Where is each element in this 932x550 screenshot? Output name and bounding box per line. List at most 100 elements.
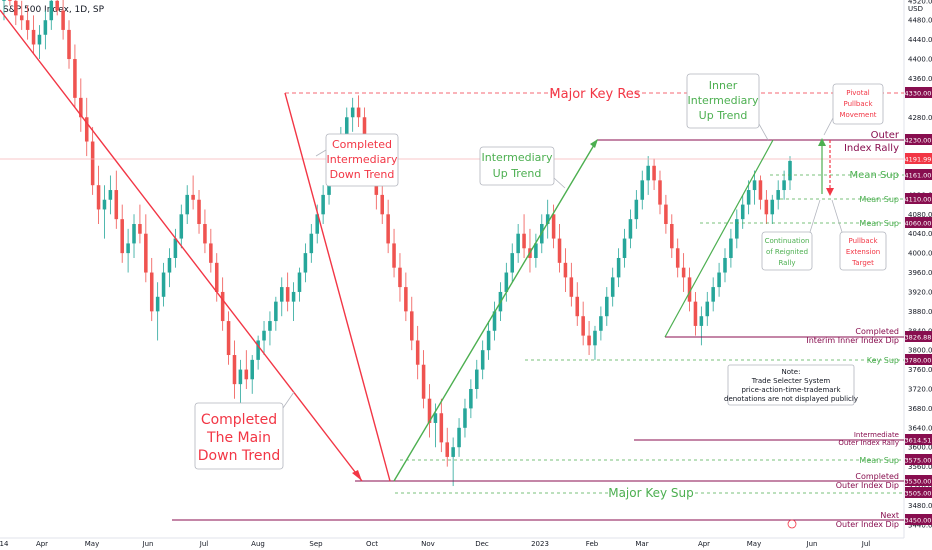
candle-body <box>664 204 668 225</box>
svg-text:Intermediary: Intermediary <box>482 151 553 164</box>
candle-body <box>344 117 349 137</box>
candle-body <box>504 272 509 292</box>
outer-rally-label: Outer Index Rally <box>838 439 899 447</box>
candle-body <box>605 296 609 317</box>
price-tick: 3600.00 <box>908 444 932 452</box>
candle-body <box>545 214 550 225</box>
inner-up-trendline <box>664 139 774 338</box>
key-sup-label: Key Sup <box>867 356 899 365</box>
major-key-res-label: Major Key Res <box>549 87 640 102</box>
candle-body <box>244 369 249 380</box>
candle-body <box>451 447 455 457</box>
candle-body <box>463 408 467 428</box>
candle-body <box>782 180 786 191</box>
candle-body <box>516 233 520 254</box>
interim-dip-label: Interim Inner Index Dip <box>806 336 899 345</box>
candle-body <box>735 219 739 239</box>
candle-body <box>173 238 178 258</box>
time-axis: 14 Apr May Jun Jul Aug Sep Oct Nov Dec 2023 Feb Mar A… <box>0 540 870 548</box>
event-marker-icon[interactable] <box>787 519 797 529</box>
svg-text:denotations are not displayed: denotations are not displayed publicly <box>724 395 858 403</box>
candle-body <box>492 311 497 331</box>
candle-body <box>90 141 95 186</box>
candle-body <box>238 369 243 385</box>
candle-body <box>699 316 704 326</box>
price-tag-4110: 4110.00 <box>905 196 932 204</box>
candle-body <box>138 224 142 234</box>
price-tick: 3480.00 <box>908 502 932 510</box>
candle-body <box>67 29 71 60</box>
candle-body <box>398 267 402 288</box>
time-tick: Oct <box>366 540 378 548</box>
candle-body <box>274 301 278 322</box>
candle-body <box>610 277 615 297</box>
candle-body <box>427 398 432 423</box>
candle-body <box>155 296 160 312</box>
price-tick: 3880.00 <box>908 308 932 316</box>
candle-body <box>581 316 585 336</box>
candle-body <box>675 248 680 268</box>
candle-body <box>297 272 302 292</box>
candle-body <box>226 321 231 356</box>
price-tag-3780: 3780.00 <box>905 357 932 365</box>
price-tick: 4080.00 <box>908 211 932 219</box>
candle-body <box>185 194 189 215</box>
note-box: Note: Trade Selecter System price-action… <box>724 364 858 406</box>
time-tick: May <box>747 540 761 548</box>
time-tick: 2023 <box>531 540 549 548</box>
price-tick: 3920.00 <box>908 288 932 296</box>
candle-body <box>102 199 107 210</box>
candle-body <box>575 296 580 317</box>
candle-body <box>480 350 485 370</box>
intermediary-down-trendline <box>284 92 391 482</box>
svg-text:of Reignited: of Reignited <box>766 248 808 256</box>
completed-label-2: Completed <box>855 472 899 481</box>
candle-body <box>149 272 154 312</box>
candle-body <box>693 301 698 326</box>
candle-body <box>475 369 479 389</box>
candle-body <box>711 287 715 302</box>
price-tags: 4330.00 4230.00 4191.99 4161.00 4110.00 … <box>905 87 932 525</box>
candle-body <box>256 340 260 360</box>
candle-body <box>681 267 686 278</box>
candle-body <box>534 243 538 258</box>
candle-body <box>350 107 355 118</box>
intermediary-up-arrowhead <box>590 139 598 148</box>
main-down-trendline <box>0 9 363 482</box>
price-tick: 3960.00 <box>908 269 932 277</box>
candle-body <box>404 287 408 312</box>
candle-body <box>268 321 272 331</box>
intermediary-up-trendline <box>393 139 598 482</box>
candle-body <box>587 335 591 346</box>
svg-text:Trade Selecter System: Trade Selecter System <box>751 377 831 385</box>
mean-sup-label-1: Mean Sup <box>850 170 899 181</box>
price-tick: 3520.00 <box>908 483 932 491</box>
candle-body <box>622 238 627 258</box>
price-tag-4330: 4330.00 <box>905 90 932 98</box>
candle-body <box>279 287 284 302</box>
candle-body <box>14 0 18 16</box>
svg-text:Pullback: Pullback <box>843 100 873 108</box>
candle-body <box>788 160 792 181</box>
candle-body <box>84 117 89 142</box>
candle-body <box>43 20 48 35</box>
candle-body <box>55 0 59 11</box>
svg-text:Rally: Rally <box>778 259 795 267</box>
candle-body <box>764 199 769 215</box>
continuation-arrowhead <box>818 138 826 146</box>
candle-body <box>19 15 24 21</box>
svg-text:Target: Target <box>851 259 874 267</box>
candle-body <box>433 413 438 423</box>
candle-body <box>25 20 30 30</box>
candle-body <box>410 311 414 341</box>
candle-body <box>356 107 361 118</box>
candle-body <box>250 359 254 380</box>
time-tick: May <box>85 540 99 548</box>
candle-body <box>415 340 420 365</box>
price-tag-3575: 3575.00 <box>905 457 932 465</box>
time-tick: Apr <box>36 540 48 548</box>
candle-body <box>49 0 54 21</box>
price-tick: 4440.00 <box>908 36 932 44</box>
price-tick: 4040.00 <box>908 230 932 238</box>
